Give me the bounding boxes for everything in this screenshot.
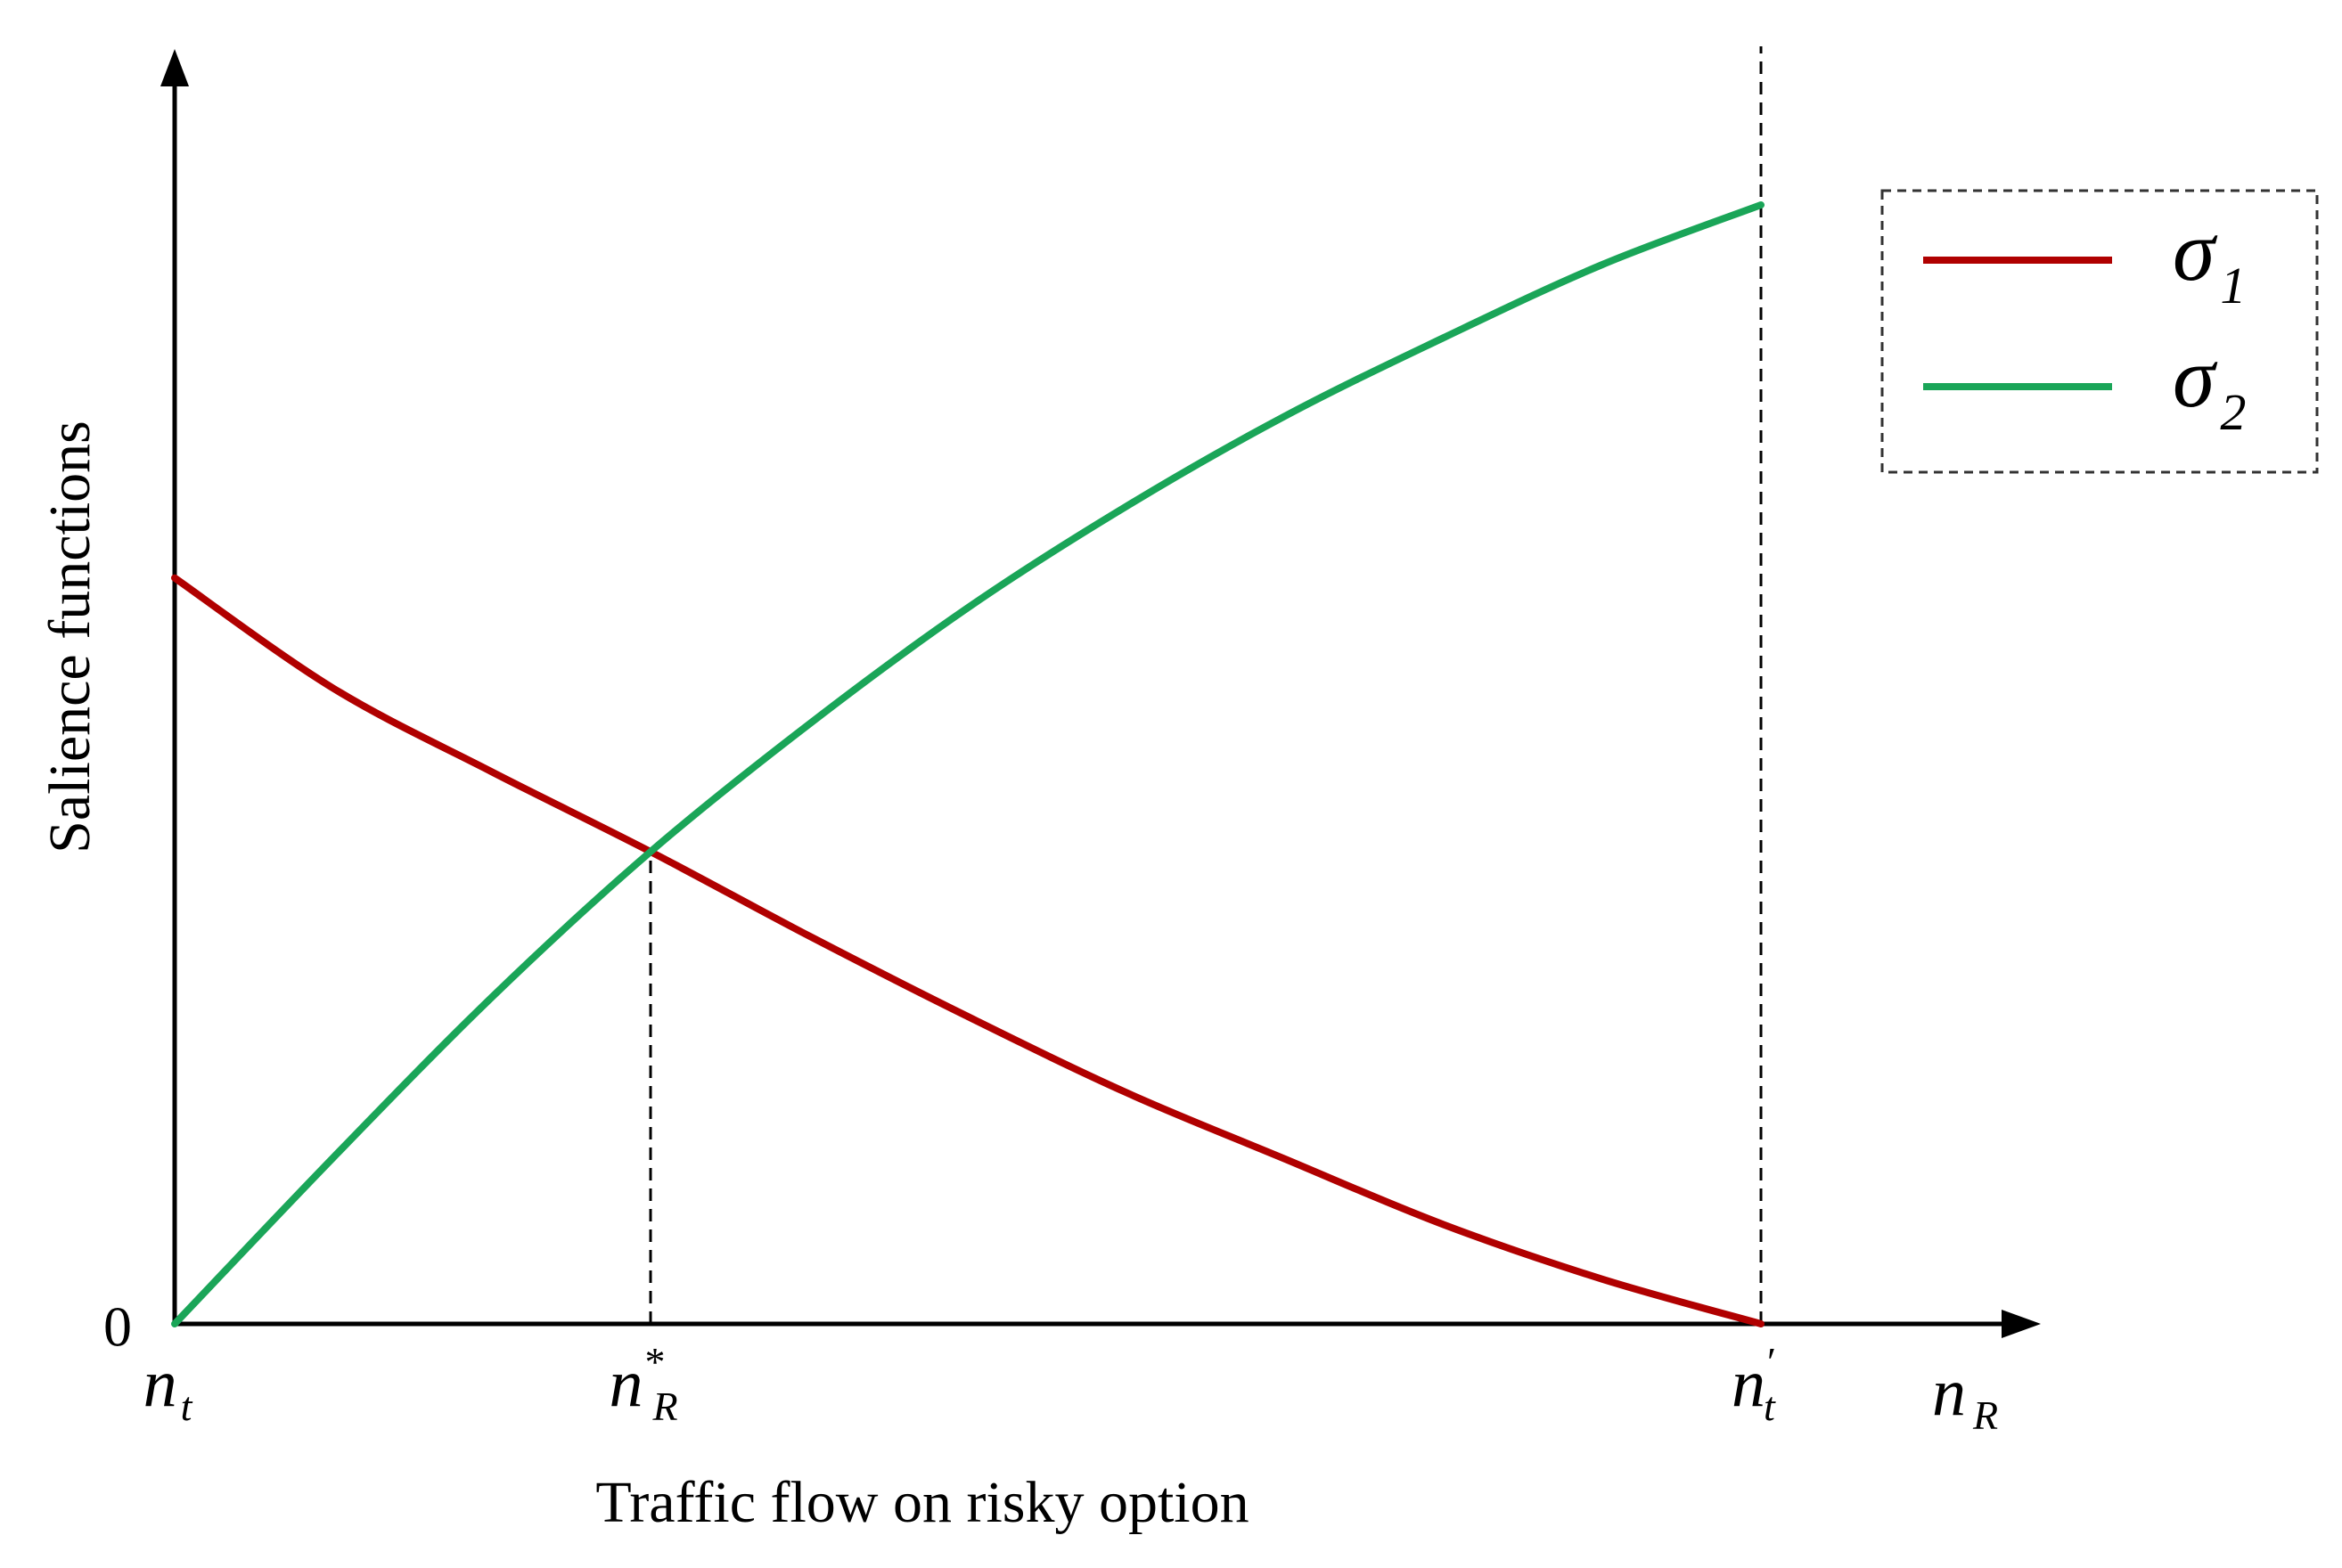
- legend-frame: [1880, 189, 2319, 474]
- x-tick-label-2: n* R: [609, 1339, 677, 1429]
- x-tick-label-3: n′ t: [1732, 1339, 1776, 1429]
- x-axis-variable-sub: R: [1972, 1392, 1998, 1438]
- axes: [160, 49, 2041, 1338]
- series-line-sigma-2: [171, 201, 1765, 1327]
- x-axis-variable-main: n: [1932, 1355, 1966, 1430]
- reference-lines: [649, 46, 1763, 1324]
- series-line-sigma-1: [171, 574, 1765, 1327]
- x-tick-labels: nt n* R n′ t: [143, 1339, 1776, 1429]
- x-axis-title: Traffic flow on risky option: [595, 1470, 1249, 1535]
- svg-text:nR: nR: [1932, 1355, 1998, 1438]
- x-axis-arrow: [2002, 1310, 2041, 1338]
- series-group: [171, 201, 1765, 1327]
- y-axis-arrow: [160, 49, 189, 86]
- y-axis-title: Salience functions: [37, 421, 102, 853]
- x-tick-label-1: nt: [143, 1346, 193, 1429]
- y-tick-label-0: 0: [103, 1295, 132, 1359]
